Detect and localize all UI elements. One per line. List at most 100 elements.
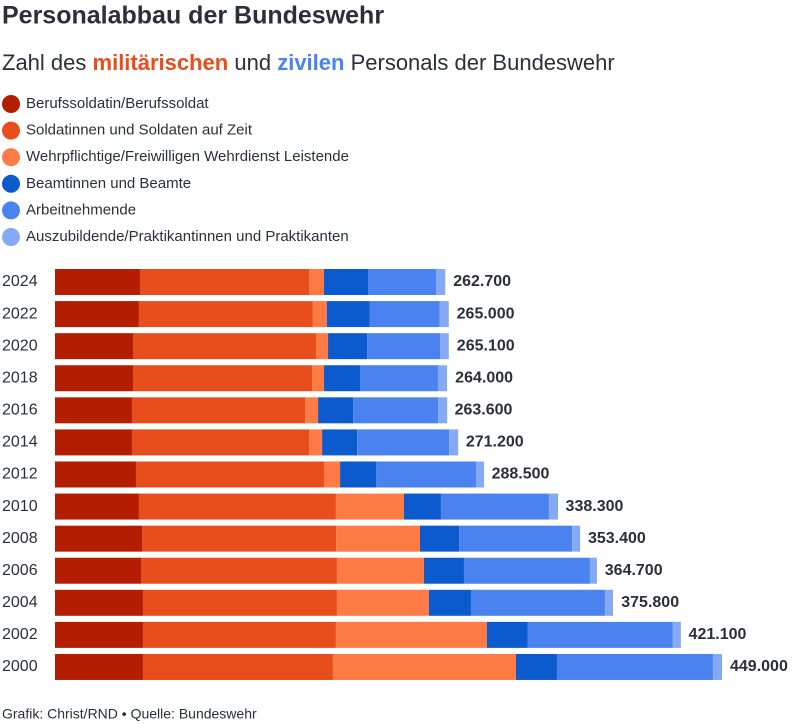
bar-segment bbox=[55, 429, 132, 456]
bar-segment bbox=[332, 653, 516, 680]
bar-segment bbox=[712, 653, 722, 680]
y-tick-label: 2022 bbox=[2, 305, 38, 322]
bar-segment bbox=[138, 301, 313, 328]
footer: Grafik: Christ/RND • Quelle: Bundeswehr bbox=[2, 706, 257, 722]
bar-segment bbox=[55, 269, 140, 295]
y-tick-label: 2012 bbox=[2, 466, 38, 483]
bar-segment bbox=[548, 493, 558, 520]
bar-segment bbox=[131, 397, 306, 424]
total-label: 375.800 bbox=[621, 594, 679, 611]
subtitle-part: Personals der Bundeswehr bbox=[351, 50, 615, 75]
bar-segment bbox=[589, 557, 597, 584]
y-tick-label: 2014 bbox=[2, 434, 38, 451]
bar-segment bbox=[336, 589, 429, 616]
subtitle-part: und bbox=[234, 50, 271, 75]
bar-segment bbox=[142, 653, 333, 680]
bar-segment bbox=[438, 397, 448, 424]
bar-segment bbox=[357, 429, 450, 456]
bar-segment bbox=[142, 525, 337, 552]
bar-segment bbox=[138, 493, 336, 520]
bar-segment bbox=[324, 269, 368, 295]
total-label: 449.000 bbox=[730, 658, 788, 675]
y-tick-label: 2020 bbox=[2, 337, 38, 354]
bar-segment bbox=[419, 525, 460, 552]
total-label: 265.000 bbox=[457, 305, 515, 322]
legend-label: Auszubildende/Praktikantinnen und Prakti… bbox=[26, 228, 349, 245]
y-tick-label: 2002 bbox=[2, 626, 38, 643]
y-tick-label: 2004 bbox=[2, 594, 38, 611]
bar-segment bbox=[424, 557, 464, 584]
bar-segment bbox=[459, 525, 573, 552]
bar-segment bbox=[55, 301, 139, 328]
bar-segment bbox=[428, 589, 471, 616]
legend-swatch bbox=[2, 148, 20, 167]
bar-segment bbox=[439, 301, 449, 328]
legend-label: Beamtinnen und Beamte bbox=[26, 175, 191, 192]
bar-segment bbox=[55, 397, 132, 424]
bar-segment bbox=[322, 429, 358, 456]
legend-swatch bbox=[2, 174, 20, 193]
y-tick-label: 2024 bbox=[2, 273, 38, 290]
bar-segment bbox=[309, 269, 325, 295]
total-label: 263.600 bbox=[455, 402, 513, 419]
bar-segment bbox=[55, 621, 143, 648]
total-label: 288.500 bbox=[492, 466, 550, 483]
bar-segment bbox=[556, 653, 713, 680]
bar-segment bbox=[55, 333, 133, 360]
bar-segment bbox=[475, 461, 485, 488]
total-label: 421.100 bbox=[689, 626, 747, 643]
bar-segment bbox=[604, 589, 613, 616]
subtitle-part: Zahl des bbox=[2, 50, 86, 75]
bar-segment bbox=[311, 365, 325, 392]
bar-segment bbox=[141, 557, 337, 584]
y-tick-label: 2010 bbox=[2, 498, 38, 515]
legend-label: Berufssoldatin/Berufssoldat bbox=[26, 95, 209, 112]
legend-swatch bbox=[2, 95, 20, 113]
total-label: 262.700 bbox=[453, 273, 511, 290]
subtitle-part: militärischen bbox=[93, 50, 229, 75]
total-label: 265.100 bbox=[457, 337, 515, 354]
bar-segment bbox=[359, 365, 438, 392]
bar-segment bbox=[305, 397, 319, 424]
bar-segment bbox=[440, 493, 549, 520]
bar-segment bbox=[436, 269, 446, 295]
bar-segment bbox=[55, 461, 136, 488]
y-tick-label: 2016 bbox=[2, 402, 38, 419]
total-label: 264.000 bbox=[455, 369, 513, 386]
bar-segment bbox=[463, 557, 590, 584]
legend-label: Soldatinnen und Soldaten auf Zeit bbox=[26, 122, 253, 139]
bar-segment bbox=[55, 365, 133, 392]
total-label: 271.200 bbox=[466, 434, 524, 451]
bar-segment bbox=[324, 365, 360, 392]
bar-segment bbox=[55, 653, 143, 680]
bar-segment bbox=[132, 365, 312, 392]
legend-label: Wehrpflichtige/Freiwilligen Wehrdienst L… bbox=[26, 148, 349, 165]
y-tick-label: 2006 bbox=[2, 562, 38, 579]
bar-segment bbox=[515, 653, 557, 680]
bar-segment bbox=[131, 429, 310, 456]
bar-segment bbox=[367, 333, 441, 360]
bar-segment bbox=[55, 525, 143, 552]
total-label: 364.700 bbox=[605, 562, 663, 579]
bar-segment bbox=[340, 461, 377, 488]
bar-segment bbox=[335, 621, 487, 648]
bar-segment bbox=[142, 589, 337, 616]
bar-segment bbox=[328, 333, 368, 360]
bar-segment bbox=[139, 269, 310, 295]
bar-segment bbox=[486, 621, 528, 648]
bar-segment bbox=[312, 301, 327, 328]
bar-segment bbox=[369, 301, 440, 328]
bar-segment bbox=[55, 589, 143, 616]
bar-segment bbox=[55, 493, 139, 520]
bar-segment bbox=[55, 557, 142, 584]
legend-swatch bbox=[2, 121, 20, 140]
bar-segment bbox=[316, 333, 329, 360]
bar-segment bbox=[142, 621, 336, 648]
bar-segment bbox=[336, 557, 425, 584]
legend-swatch bbox=[2, 228, 20, 246]
bar-segment bbox=[318, 397, 354, 424]
legend-label: Arbeitnehmende bbox=[26, 201, 136, 218]
bar-segment bbox=[440, 333, 449, 360]
bar-segment bbox=[437, 365, 448, 392]
